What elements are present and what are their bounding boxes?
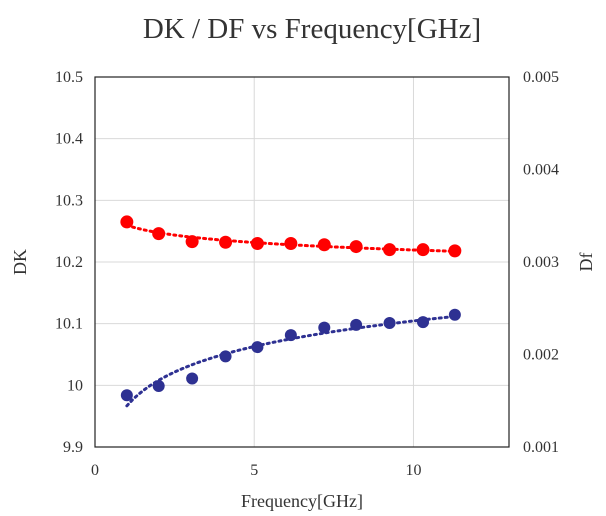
y-axis-left-title: DK — [10, 249, 30, 275]
data-point-series-2 — [219, 350, 232, 363]
data-point-series-2 — [284, 329, 297, 342]
data-point-series-2 — [186, 372, 199, 385]
y-left-tick-label: 9.9 — [63, 439, 83, 456]
plot-area — [94, 76, 510, 448]
x-axis-title: Frequency[GHz] — [241, 491, 363, 511]
grid — [95, 77, 509, 447]
data-series — [120, 215, 462, 408]
y-right-tick-label: 0.001 — [523, 439, 559, 456]
y-right-tick-label: 0.004 — [523, 162, 559, 179]
y-axis-right-title: Df — [576, 253, 596, 272]
y-left-tick-label: 10 — [67, 377, 83, 394]
tick-labels: 9.9 10 10.1 10.2 10.3 10.4 10.5 0 5 10 0.001 0.002 0… — [55, 69, 559, 479]
data-point-series-1 — [383, 243, 397, 257]
data-point-series-1 — [416, 243, 430, 257]
y-left-tick-label: 10.4 — [55, 131, 83, 148]
x-tick-label: 0 — [91, 462, 99, 479]
y-left-tick-label: 10.3 — [55, 192, 83, 209]
x-tick-label: 5 — [250, 462, 258, 479]
y-left-tick-label: 10.1 — [55, 316, 83, 333]
data-point-series-2 — [350, 318, 363, 331]
data-point-series-1 — [152, 227, 166, 241]
data-point-series-1 — [448, 244, 462, 258]
data-point-series-2 — [152, 379, 165, 392]
data-point-series-1 — [219, 235, 233, 249]
data-point-series-2 — [318, 321, 331, 334]
x-tick-label: 10 — [405, 462, 421, 479]
data-point-series-2 — [120, 389, 133, 402]
data-point-series-1 — [349, 240, 363, 254]
data-point-series-1 — [284, 237, 298, 250]
y-right-tick-label: 0.003 — [523, 254, 559, 271]
data-point-series-1 — [317, 238, 331, 252]
chart-title: DK / DF vs Frequency[GHz] — [143, 13, 481, 45]
data-point-series-2 — [448, 308, 461, 321]
y-right-tick-label: 0.002 — [523, 347, 559, 364]
data-point-series-1 — [120, 215, 134, 229]
data-point-series-2 — [383, 317, 396, 330]
y-left-tick-label: 10.2 — [55, 254, 83, 271]
data-point-series-1 — [250, 237, 264, 250]
y-left-tick-label: 10.5 — [55, 69, 83, 86]
data-point-series-2 — [417, 316, 430, 329]
data-point-series-1 — [185, 235, 199, 249]
data-point-series-2 — [251, 341, 264, 354]
y-right-tick-label: 0.005 — [523, 69, 559, 86]
